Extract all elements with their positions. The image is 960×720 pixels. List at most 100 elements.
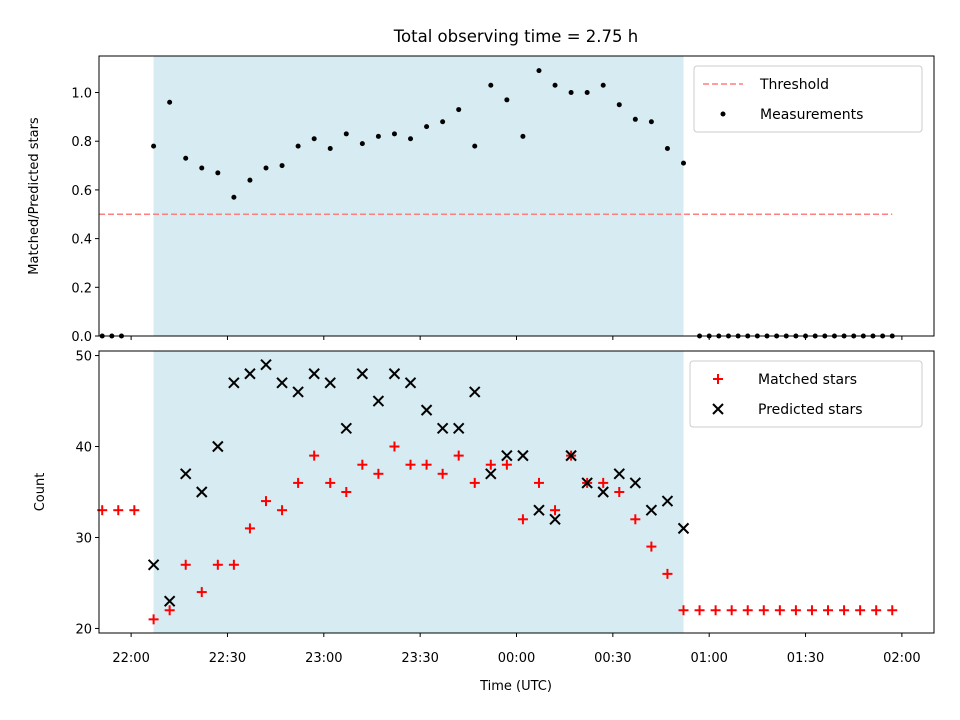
matched-star-point bbox=[501, 459, 512, 470]
measurement-point bbox=[167, 99, 173, 105]
measurement-point bbox=[183, 155, 189, 161]
measurement-point bbox=[247, 177, 253, 183]
matched-star-point bbox=[694, 605, 705, 616]
matched-star-point bbox=[630, 514, 641, 525]
predicted-star-point bbox=[308, 368, 320, 380]
measurement-point bbox=[568, 90, 574, 96]
measurement-point bbox=[231, 194, 237, 200]
matched-star-point bbox=[726, 605, 737, 616]
legend-matched-swatch bbox=[713, 374, 723, 384]
measurement-point bbox=[359, 141, 365, 147]
predicted-star-point bbox=[324, 377, 336, 389]
matched-star-point bbox=[517, 514, 528, 525]
matched-star-point bbox=[710, 605, 721, 616]
matched-star-point bbox=[742, 605, 753, 616]
y-tick-label: 50 bbox=[75, 350, 92, 365]
measurement-point bbox=[151, 143, 157, 149]
measurement-point bbox=[391, 131, 397, 137]
x-tick-label: 01:30 bbox=[787, 651, 824, 666]
predicted-star-points bbox=[147, 358, 690, 607]
matched-star-point bbox=[806, 605, 817, 616]
matched-star-point bbox=[823, 605, 834, 616]
y-tick-label: 0.6 bbox=[71, 184, 92, 199]
predicted-star-point bbox=[485, 468, 497, 480]
bottom-y-ticks: 20 30 40 50 bbox=[75, 350, 99, 637]
chart-title: Total observing time = 2.75 h bbox=[393, 27, 638, 46]
bottom-legend: Matched stars Predicted stars bbox=[689, 360, 923, 428]
matched-star-point bbox=[261, 496, 271, 507]
predicted-star-point bbox=[661, 495, 674, 507]
matched-star-point bbox=[453, 450, 464, 461]
measurement-point bbox=[295, 143, 301, 149]
predicted-star-point bbox=[469, 386, 481, 398]
measurement-point bbox=[440, 119, 446, 125]
y-tick-label: 1.0 bbox=[71, 87, 92, 102]
measurement-point bbox=[600, 82, 606, 88]
matched-star-point bbox=[871, 605, 882, 616]
matched-star-point bbox=[421, 459, 432, 470]
measurement-point bbox=[664, 146, 670, 152]
measurement-point bbox=[632, 116, 638, 122]
y-tick-label: 40 bbox=[75, 441, 92, 456]
predicted-star-point bbox=[677, 522, 690, 535]
predicted-star-point bbox=[260, 358, 272, 371]
matched-star-point bbox=[774, 605, 785, 616]
measurement-points bbox=[99, 68, 895, 339]
matched-star-point bbox=[309, 450, 320, 461]
measurement-point bbox=[456, 107, 462, 113]
y-tick-label: 0.0 bbox=[71, 330, 92, 345]
predicted-star-point bbox=[340, 422, 352, 435]
matched-star-point bbox=[855, 605, 866, 616]
measurement-point bbox=[263, 165, 269, 171]
matched-star-point bbox=[164, 605, 175, 616]
measurement-point bbox=[408, 136, 414, 142]
predicted-star-point bbox=[565, 449, 577, 462]
predicted-star-point bbox=[180, 468, 192, 480]
matched-star-point bbox=[533, 477, 544, 488]
measurement-point bbox=[327, 146, 333, 152]
bottom-legend-box bbox=[689, 360, 923, 428]
legend-predicted-swatch bbox=[712, 403, 724, 415]
predicted-star-point bbox=[292, 386, 304, 398]
y-tick-label: 0.2 bbox=[71, 281, 92, 296]
measurement-point bbox=[681, 160, 686, 166]
predicted-star-point bbox=[645, 504, 658, 516]
measurement-point bbox=[536, 68, 542, 74]
matched-star-point bbox=[341, 487, 352, 497]
x-tick-label: 23:30 bbox=[401, 651, 438, 666]
predicted-star-point bbox=[613, 468, 625, 480]
predicted-star-point bbox=[501, 449, 513, 462]
matched-star-point bbox=[357, 459, 368, 470]
x-tick-label: 23:00 bbox=[305, 651, 342, 666]
predicted-star-point bbox=[244, 368, 256, 380]
matched-star-point bbox=[678, 605, 689, 616]
matched-star-point bbox=[113, 505, 124, 516]
predicted-star-point bbox=[196, 486, 208, 498]
top-y-axis-label: Matched/Predicted stars bbox=[27, 117, 42, 275]
top-observing-band bbox=[153, 56, 684, 336]
bottom-y-axis-label: Count bbox=[33, 473, 48, 512]
predicted-star-point bbox=[420, 404, 433, 416]
bottom-axes-frame bbox=[98, 350, 935, 634]
matched-star-point bbox=[405, 459, 416, 470]
y-tick-label: 30 bbox=[75, 531, 92, 546]
matched-star-point bbox=[148, 614, 159, 625]
x-tick-label: 22:30 bbox=[209, 651, 246, 666]
x-tick-label: 01:00 bbox=[690, 651, 727, 666]
predicted-star-point bbox=[212, 440, 224, 453]
matched-star-point bbox=[228, 559, 239, 570]
matched-star-point bbox=[662, 568, 673, 579]
top-axes-frame bbox=[98, 55, 935, 337]
x-tick-label: 00:30 bbox=[594, 651, 631, 666]
predicted-star-point bbox=[147, 559, 160, 571]
measurement-point bbox=[648, 119, 654, 125]
legend-matched-label: Matched stars bbox=[758, 372, 857, 388]
measurement-point bbox=[616, 102, 622, 108]
bottom-panel: 20 30 40 50 22:00 22:30 23:00 23:30 00:00 00:30 0… bbox=[33, 350, 935, 694]
measurement-point bbox=[199, 165, 205, 171]
measurement-point bbox=[424, 124, 430, 130]
predicted-star-point bbox=[436, 422, 449, 435]
matched-star-point bbox=[196, 587, 207, 598]
predicted-star-point bbox=[452, 422, 465, 435]
